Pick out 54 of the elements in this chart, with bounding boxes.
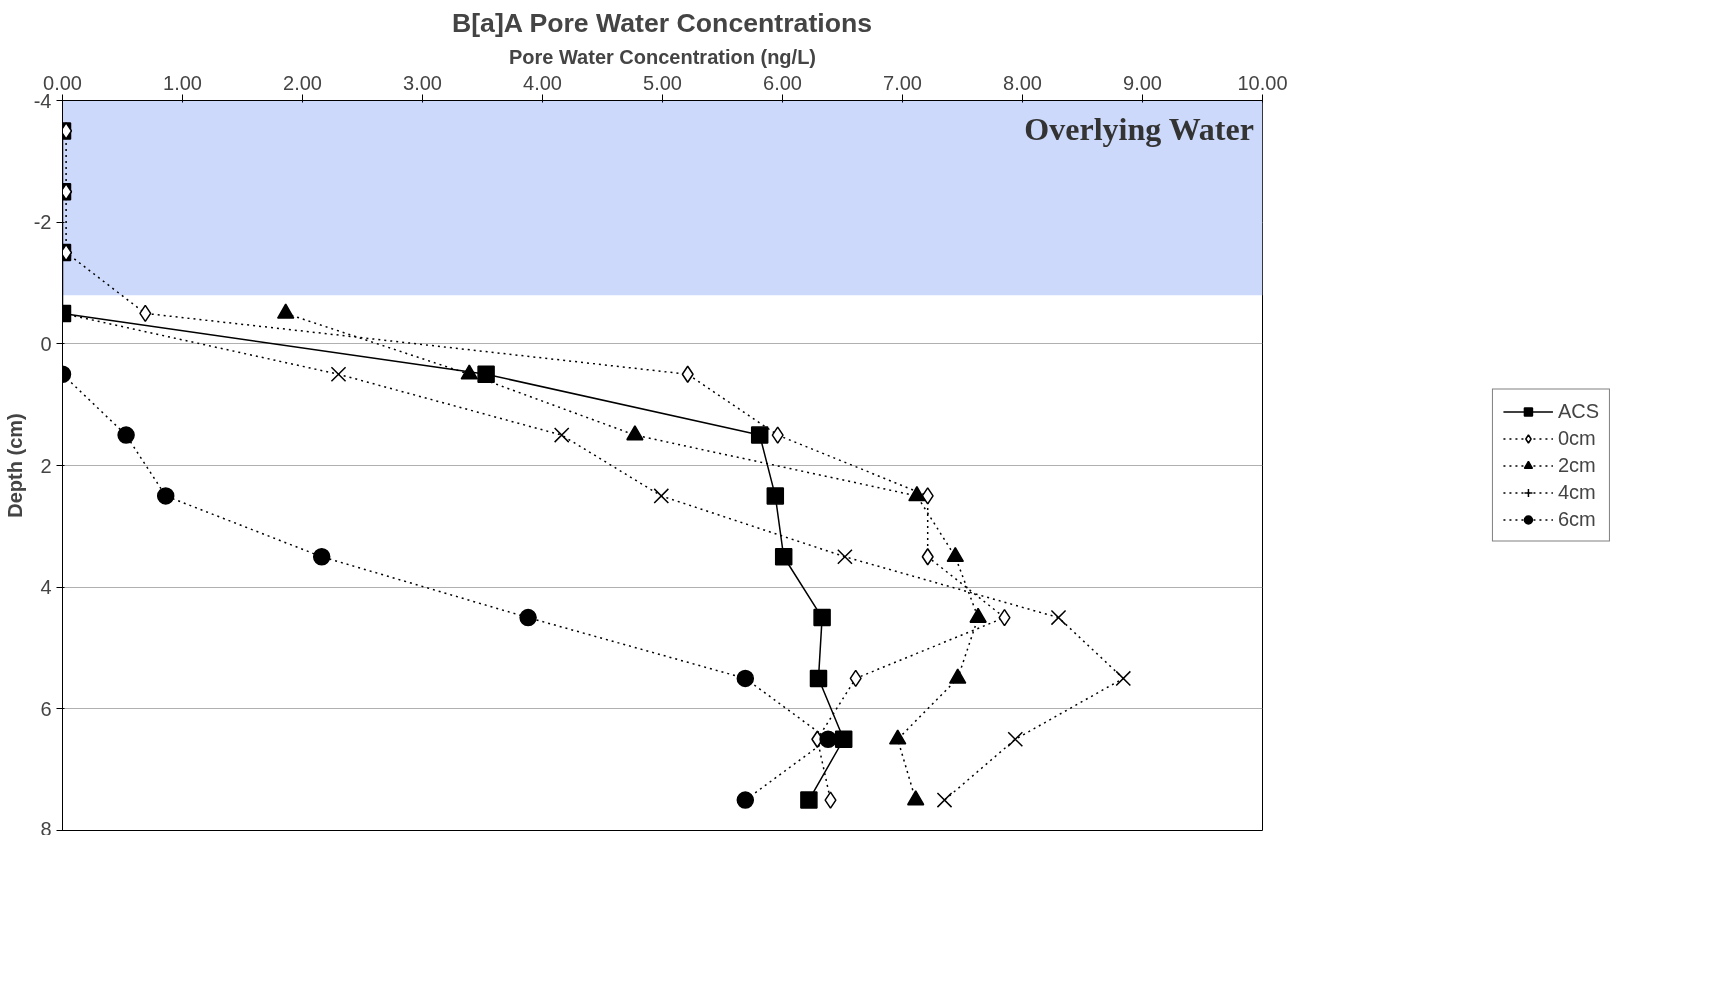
y-tick-label: 8 xyxy=(40,817,52,840)
point xyxy=(681,365,694,383)
point xyxy=(936,792,953,808)
point xyxy=(477,365,495,383)
x-axis-title: Pore Water Concentration (ng/L) xyxy=(508,45,817,68)
point xyxy=(837,548,853,565)
point xyxy=(653,488,670,504)
legend-label: 4cm xyxy=(1557,480,1596,504)
band-label: Overlying Water xyxy=(1024,110,1254,147)
point xyxy=(766,487,785,505)
point xyxy=(156,487,175,505)
point xyxy=(824,791,837,809)
point xyxy=(750,426,769,444)
legend-label: ACS xyxy=(1557,399,1600,423)
x-tick-label: 1.00 xyxy=(163,71,202,94)
y-tick-label: 0 xyxy=(40,332,52,355)
point xyxy=(553,427,570,443)
point xyxy=(1050,609,1067,626)
x-tick-label: 5.00 xyxy=(643,71,682,94)
chart-title: B[a]A Pore Water Concentrations xyxy=(451,7,873,38)
x-tick-label: 6.00 xyxy=(763,71,802,94)
point xyxy=(1115,670,1132,687)
x-tick-label: 9.00 xyxy=(1123,71,1162,94)
legend-label: 6cm xyxy=(1557,507,1596,531)
point xyxy=(819,730,837,748)
x-tick-label: 8.00 xyxy=(1003,71,1042,94)
legend-label: 2cm xyxy=(1557,453,1596,477)
point xyxy=(813,608,831,627)
y-tick-label: 6 xyxy=(40,697,52,720)
point xyxy=(117,426,135,444)
y-tick-label: -2 xyxy=(33,211,52,234)
point xyxy=(519,608,537,627)
point xyxy=(906,790,925,806)
point xyxy=(330,366,347,383)
point xyxy=(809,669,828,688)
x-tick-label: 4.00 xyxy=(523,71,562,94)
x-tick-label: 7.00 xyxy=(883,71,922,94)
point xyxy=(921,487,934,505)
x-tick-label: 10.00 xyxy=(1237,71,1288,94)
x-tick-label: 2.00 xyxy=(283,71,322,94)
point xyxy=(921,548,934,566)
point xyxy=(774,548,793,566)
legend-label: 0cm xyxy=(1557,426,1596,450)
point xyxy=(1007,731,1024,748)
point xyxy=(771,426,784,444)
point xyxy=(736,791,755,809)
point xyxy=(736,669,755,688)
point xyxy=(312,548,331,566)
y-tick-label: 2 xyxy=(40,454,52,477)
x-tick-label: 3.00 xyxy=(403,71,442,94)
y-tick-label: 4 xyxy=(40,576,52,599)
point xyxy=(800,791,818,809)
y-axis-title: Depth (cm) xyxy=(3,413,26,518)
point xyxy=(834,730,853,748)
